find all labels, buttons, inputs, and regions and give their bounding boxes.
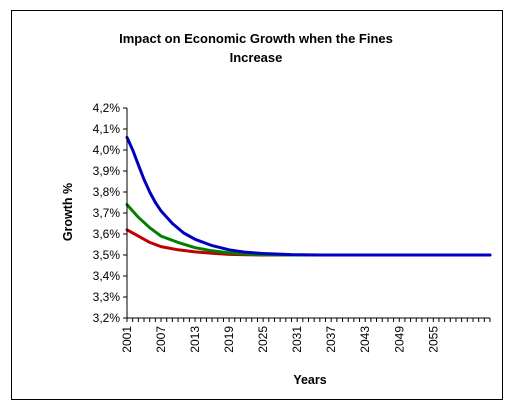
x-tick-label: 2037 bbox=[324, 326, 338, 353]
y-tick-label: 3,4% bbox=[93, 269, 121, 283]
x-axis-title: Years bbox=[293, 373, 326, 387]
chart-title-line-2: Increase bbox=[230, 50, 283, 65]
x-tick-label: 2049 bbox=[392, 326, 406, 353]
y-tick-label: 3,8% bbox=[93, 185, 121, 199]
y-tick-label: 4,2% bbox=[93, 101, 121, 115]
series-line-3 bbox=[125, 135, 492, 257]
x-tick-label: 2025 bbox=[256, 326, 270, 353]
x-tick-label: 2019 bbox=[222, 326, 236, 353]
x-tick-label: 2055 bbox=[426, 326, 440, 353]
y-tick-label: 3,9% bbox=[93, 164, 121, 178]
x-tick-label: 2007 bbox=[154, 326, 168, 353]
y-tick-label: 3,2% bbox=[93, 311, 121, 325]
chart-title-line-1: Impact on Economic Growth when the Fines bbox=[119, 31, 393, 46]
axes: 4,2% 4,1% 4,0% 3,9% 3,8% 3,7% 3,6% 3,5% 3,4% 3,3%… bbox=[93, 101, 491, 353]
y-axis-title: Growth % bbox=[61, 183, 75, 241]
x-tick-label: 2043 bbox=[358, 326, 372, 353]
x-tick-label: 2001 bbox=[120, 326, 134, 353]
y-tick-label: 3,3% bbox=[93, 290, 121, 304]
series-layer bbox=[125, 135, 492, 257]
chart-frame bbox=[11, 10, 503, 400]
y-tick-label: 3,6% bbox=[93, 227, 121, 241]
y-tick-label: 3,7% bbox=[93, 206, 121, 220]
y-tick-label: 3,5% bbox=[93, 248, 121, 262]
x-tick-label: 2013 bbox=[188, 326, 202, 353]
x-tick-label: 2031 bbox=[290, 326, 304, 353]
y-tick-label: 4,0% bbox=[93, 143, 121, 157]
y-tick-label: 4,1% bbox=[93, 122, 121, 136]
